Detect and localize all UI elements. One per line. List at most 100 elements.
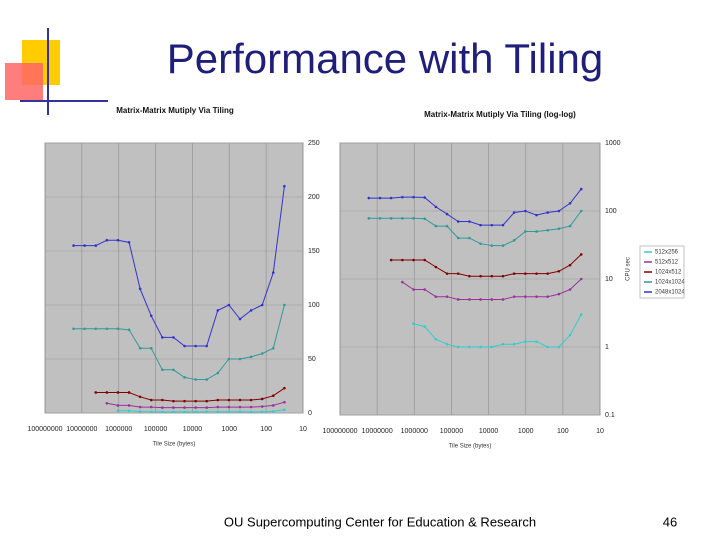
legend-label: 1024x1024 <box>655 280 685 286</box>
point <box>227 357 231 361</box>
point <box>557 292 561 296</box>
point <box>412 288 415 291</box>
point <box>238 410 242 414</box>
point <box>501 298 505 301</box>
series-line <box>73 186 285 347</box>
point <box>216 398 220 402</box>
point <box>138 287 142 291</box>
y-tick-label: 0 <box>308 410 312 417</box>
point <box>568 201 572 205</box>
point <box>468 298 471 301</box>
point <box>546 211 549 214</box>
point <box>412 195 415 199</box>
point <box>138 410 142 413</box>
x-tick-label: 1000000 <box>105 426 132 433</box>
y-tick-label: 150 <box>308 248 320 255</box>
point <box>172 406 175 409</box>
point <box>116 391 120 394</box>
y-axis-label: CPU sec <box>626 257 632 281</box>
point <box>579 209 583 213</box>
x-tick-label: 100 <box>557 428 569 435</box>
series-line <box>368 188 582 226</box>
point <box>105 327 109 331</box>
legend-label: 2048x1024 <box>655 290 685 296</box>
x-tick-label: 1000 <box>221 426 237 433</box>
point <box>238 398 242 402</box>
point <box>490 274 494 278</box>
point <box>456 220 460 223</box>
point <box>260 352 264 355</box>
point <box>227 398 231 402</box>
point <box>183 410 186 414</box>
point <box>194 399 197 403</box>
point <box>535 340 538 343</box>
point <box>378 217 382 220</box>
point <box>216 309 220 312</box>
point <box>260 303 264 307</box>
y-tick-label: 10 <box>605 276 613 283</box>
point <box>434 265 438 269</box>
point <box>172 368 175 372</box>
point <box>271 271 275 274</box>
point <box>445 212 449 216</box>
point <box>445 224 449 228</box>
series-line <box>413 314 582 348</box>
point <box>367 217 371 220</box>
point <box>72 327 75 331</box>
x-tick-label: 10000 <box>183 426 203 433</box>
point <box>412 258 415 262</box>
legend-label: 512x256 <box>655 250 679 256</box>
point <box>456 236 460 240</box>
series-line <box>95 387 285 402</box>
point <box>271 410 275 413</box>
point <box>105 391 109 394</box>
point <box>401 195 404 199</box>
point <box>205 399 209 403</box>
x-tick-label: 100000000 <box>322 428 357 435</box>
x-tick-label: 100000 <box>144 426 167 433</box>
point <box>205 344 209 348</box>
footer: OU Supercomputing Center for Education &… <box>224 514 536 529</box>
point <box>105 238 109 242</box>
plot-area <box>44 142 304 414</box>
series-line <box>368 210 582 247</box>
point <box>535 295 538 298</box>
point <box>423 258 427 262</box>
point <box>535 272 538 275</box>
point <box>238 317 242 321</box>
point <box>535 213 538 217</box>
point <box>249 405 253 409</box>
point <box>479 345 482 349</box>
point <box>501 244 505 247</box>
point <box>557 345 561 349</box>
series-line <box>73 304 285 380</box>
point <box>401 217 404 220</box>
y-tick-label: 1 <box>605 344 609 351</box>
point <box>412 217 415 220</box>
point <box>205 378 209 381</box>
point <box>161 406 164 409</box>
decor-square <box>5 63 43 100</box>
x-tick-label: 100 <box>260 426 272 433</box>
point <box>127 404 131 407</box>
point <box>423 288 427 291</box>
point <box>283 184 286 188</box>
page-number: 46 <box>663 514 677 529</box>
point <box>501 223 505 227</box>
point <box>434 205 438 209</box>
point <box>524 230 527 233</box>
point <box>401 280 404 284</box>
point <box>161 368 164 372</box>
point <box>579 187 583 191</box>
point <box>216 371 220 375</box>
x-axis-label: Tile Size (bytes) <box>449 444 492 450</box>
point <box>389 258 393 262</box>
x-axis-label: Tile Size (bytes) <box>153 442 196 448</box>
point <box>216 410 220 414</box>
point <box>260 397 264 401</box>
point <box>557 269 561 273</box>
y-tick-label: 250 <box>308 140 320 147</box>
point <box>127 391 131 394</box>
y-tick-label: 200 <box>308 194 320 201</box>
